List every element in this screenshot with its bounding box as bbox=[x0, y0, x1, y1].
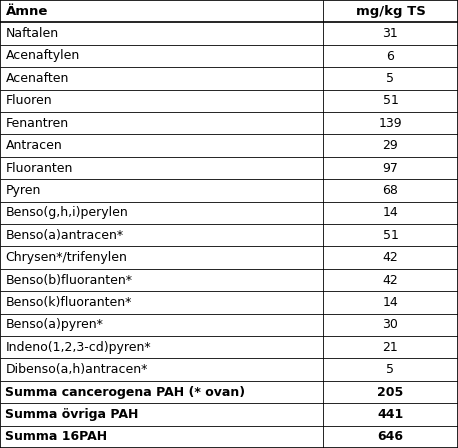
Text: 51: 51 bbox=[382, 228, 398, 242]
Text: Naftalen: Naftalen bbox=[5, 27, 59, 40]
Text: Pyren: Pyren bbox=[5, 184, 41, 197]
Text: Fluoren: Fluoren bbox=[5, 94, 52, 108]
Text: 14: 14 bbox=[382, 296, 398, 309]
Text: Benso(g,h,i)perylen: Benso(g,h,i)perylen bbox=[5, 206, 128, 220]
Text: 42: 42 bbox=[382, 251, 398, 264]
Text: 6: 6 bbox=[387, 49, 394, 63]
Text: Acenaften: Acenaften bbox=[5, 72, 69, 85]
Text: 31: 31 bbox=[382, 27, 398, 40]
Text: Summa 16PAH: Summa 16PAH bbox=[5, 430, 108, 444]
Text: 68: 68 bbox=[382, 184, 398, 197]
Text: Indeno(1,2,3-cd)pyren*: Indeno(1,2,3-cd)pyren* bbox=[5, 340, 151, 354]
Text: 441: 441 bbox=[377, 408, 403, 421]
Text: Ämne: Ämne bbox=[5, 4, 48, 18]
Text: Benso(a)antracen*: Benso(a)antracen* bbox=[5, 228, 124, 242]
Text: Benso(b)fluoranten*: Benso(b)fluoranten* bbox=[5, 273, 132, 287]
Text: Fenantren: Fenantren bbox=[5, 116, 69, 130]
Text: 646: 646 bbox=[377, 430, 403, 444]
Text: 14: 14 bbox=[382, 206, 398, 220]
Text: mg/kg TS: mg/kg TS bbox=[355, 4, 425, 18]
Text: Fluoranten: Fluoranten bbox=[5, 161, 73, 175]
Text: 97: 97 bbox=[382, 161, 398, 175]
Text: 21: 21 bbox=[382, 340, 398, 354]
Text: Acenaftylen: Acenaftylen bbox=[5, 49, 80, 63]
Text: Summa cancerogena PAH (* ovan): Summa cancerogena PAH (* ovan) bbox=[5, 385, 245, 399]
Text: Antracen: Antracen bbox=[5, 139, 62, 152]
Text: Dibenso(a,h)antracen*: Dibenso(a,h)antracen* bbox=[5, 363, 148, 376]
Text: 139: 139 bbox=[379, 116, 402, 130]
Text: Benso(a)pyren*: Benso(a)pyren* bbox=[5, 318, 104, 332]
Text: Summa övriga PAH: Summa övriga PAH bbox=[5, 408, 139, 421]
Text: 30: 30 bbox=[382, 318, 398, 332]
Text: 51: 51 bbox=[382, 94, 398, 108]
Text: 5: 5 bbox=[387, 363, 394, 376]
Text: Chrysen*/trifenylen: Chrysen*/trifenylen bbox=[5, 251, 127, 264]
Text: 5: 5 bbox=[387, 72, 394, 85]
Text: 42: 42 bbox=[382, 273, 398, 287]
Text: 29: 29 bbox=[382, 139, 398, 152]
Text: Benso(k)fluoranten*: Benso(k)fluoranten* bbox=[5, 296, 132, 309]
Text: 205: 205 bbox=[377, 385, 403, 399]
